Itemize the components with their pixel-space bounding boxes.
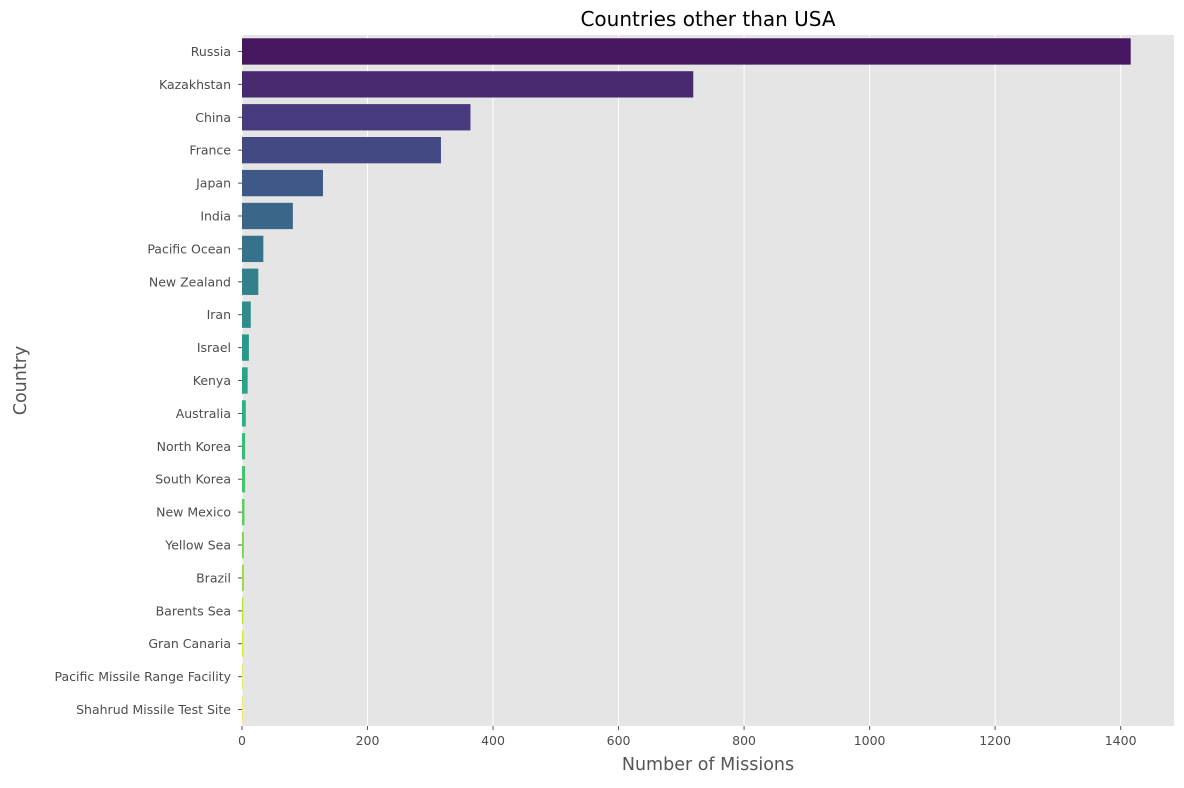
x-axis-ticks: 0 200 400 600 800 1000 1200 1400 — [238, 726, 1137, 748]
y-tick-label: Yellow Sea — [164, 538, 231, 553]
y-tick-label: Kenya — [193, 373, 231, 388]
x-tick-label: 600 — [607, 733, 631, 748]
bar — [242, 498, 245, 526]
y-tick-label: Iran — [207, 307, 231, 322]
chart-title: Countries other than USA — [580, 7, 835, 31]
x-tick-label: 1200 — [979, 733, 1011, 748]
bar — [242, 466, 246, 493]
bar — [242, 367, 248, 394]
bar — [242, 433, 246, 460]
x-tick-label: 1400 — [1105, 733, 1137, 748]
y-tick-label: Kazakhstan — [159, 77, 231, 92]
bar — [242, 38, 1131, 65]
y-tick-label: Barents Sea — [156, 603, 231, 618]
x-tick-label: 400 — [481, 733, 505, 748]
bar — [242, 334, 249, 361]
y-tick-label: France — [189, 143, 231, 158]
y-tick-label: Japan — [195, 176, 231, 191]
bar — [242, 202, 293, 230]
y-tick-label: Shahrud Missile Test Site — [76, 702, 231, 717]
y-tick-label: New Mexico — [156, 505, 231, 520]
bar — [242, 268, 259, 295]
y-axis-title: Country — [11, 346, 31, 416]
y-tick-label: North Korea — [157, 439, 231, 454]
bars — [242, 38, 1131, 723]
bar — [242, 564, 244, 592]
y-tick-label: Australia — [176, 406, 231, 421]
bar — [242, 169, 323, 197]
y-axis-ticks: Russia Kazakhstan China France Japan India Pac… — [55, 44, 242, 717]
y-tick-label: New Zealand — [149, 274, 231, 289]
y-tick-label: Pacific Ocean — [147, 241, 231, 256]
x-axis-title: Number of Missions — [622, 755, 794, 775]
x-tick-label: 200 — [356, 733, 380, 748]
y-tick-label: Pacific Missile Range Facility — [55, 669, 232, 684]
x-tick-label: 800 — [732, 733, 756, 748]
bar — [242, 301, 251, 328]
y-tick-label: China — [195, 110, 231, 125]
y-tick-label: India — [200, 208, 231, 223]
bar — [242, 235, 264, 263]
y-tick-label: Brazil — [196, 570, 231, 585]
bar — [242, 137, 441, 164]
bar — [242, 104, 471, 131]
y-tick-label: Israel — [197, 340, 231, 355]
x-tick-label: 0 — [238, 733, 246, 748]
bar — [242, 696, 243, 723]
bar — [242, 400, 246, 427]
bar — [242, 630, 244, 657]
x-tick-label: 1000 — [854, 733, 886, 748]
y-tick-label: South Korea — [155, 472, 231, 487]
bar — [242, 597, 244, 624]
bar — [242, 531, 244, 559]
bar — [242, 663, 243, 690]
y-tick-label: Gran Canaria — [148, 636, 231, 651]
y-tick-label: Russia — [191, 44, 231, 59]
bar — [242, 71, 694, 98]
